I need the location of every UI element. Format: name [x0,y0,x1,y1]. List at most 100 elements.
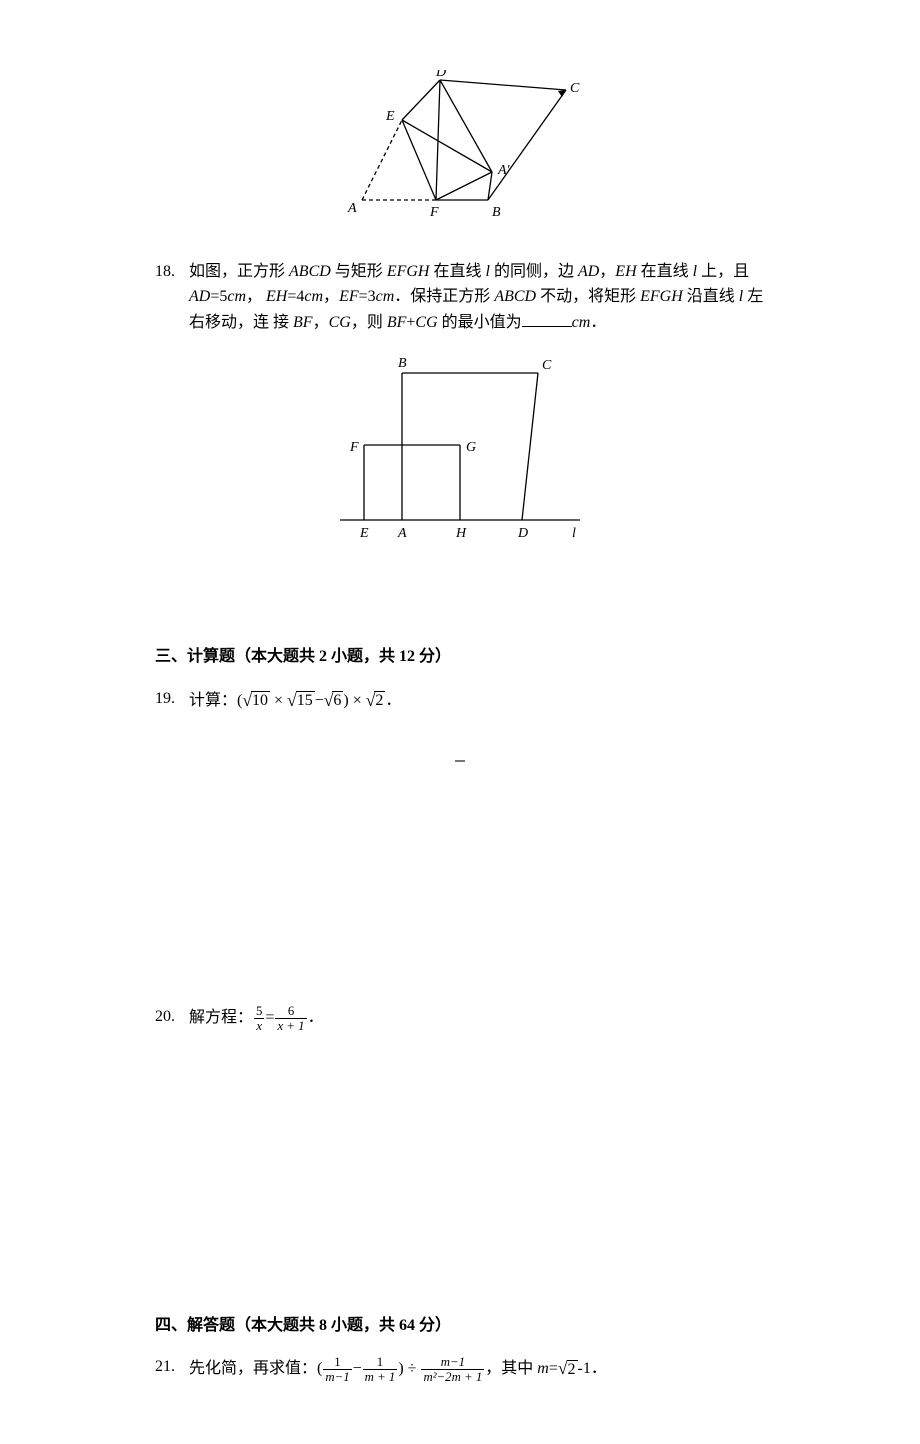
fig18-svg: EAHDFGBCl [320,345,600,545]
q18-t7: ．保持正方形 [394,288,494,305]
q18-c2: ， [246,288,262,305]
svg-text:D: D [435,70,446,80]
q18-t1: 如图，正方形 [189,263,289,280]
q19-sqrt10: √10 [242,686,270,714]
problem-19-body: 计算：(√10 × √15−√6) × √2． [189,686,765,714]
svg-text:l: l [572,526,576,541]
q18-eq4: =4 [287,288,304,305]
q18-cg: CG [329,314,351,331]
q18-eh: EH [615,263,636,280]
q21-minus: − [353,1361,362,1378]
q21-f1d: m−1 [323,1370,351,1384]
figure-18: EAHDFGBCl [155,345,765,554]
q20-label: 解方程： [189,1009,253,1026]
problem-21-body: 先化简，再求值：(1m−1−1m + 1) ÷ m−1m²−2m + 1，其中 … [189,1354,765,1384]
q18-blank [522,311,572,327]
q21-f3n: m−1 [421,1355,484,1370]
q19-r15: 15 [296,691,315,709]
problem-20-body: 解方程：5x=6x + 1． [189,1004,765,1033]
q19-sqrt15: √15 [287,686,315,714]
problem-20: 20. 解方程：5x=6x + 1． [155,1004,765,1033]
problem-21: 21. 先化简，再求值：(1m−1−1m + 1) ÷ m−1m²−2m + 1… [155,1354,765,1384]
q18-cg2: CG [415,314,437,331]
q18-eq5: =5 [210,288,227,305]
fig17-svg: A B C D E F A' [340,70,580,220]
problem-18-number: 18. [155,259,189,336]
q21-eq: = [549,1361,558,1378]
problem-18: 18. 如图，正方形 ABCD 与矩形 EFGH 在直线 l 的同侧，边 AD，… [155,259,765,336]
q21-lp: ( [317,1361,322,1378]
svg-text:F: F [429,205,439,220]
section-4-heading: 四、解答题（本大题共 8 小题，共 64 分） [155,1313,765,1339]
q18-c3: ， [323,288,339,305]
q18-abcd: ABCD [289,263,331,280]
svg-text:B: B [492,205,501,220]
svg-text:D: D [517,526,528,541]
svg-text:C: C [570,81,580,96]
q20-f2d: x + 1 [275,1019,306,1033]
q18-ad: AD [578,263,599,280]
q18-bf: BF [293,314,313,331]
q21-m: m [537,1361,549,1378]
q19-r2: 2 [374,691,385,709]
q18-efgh2: EFGH [640,288,683,305]
q21-frac3: m−1m²−2m + 1 [421,1355,484,1384]
q18-t8: 不动，将矩形 [536,288,640,305]
q21-sqrt2: √2 [558,1354,578,1382]
q19-r6: 6 [332,691,343,709]
section-3-heading: 三、计算题（本大题共 2 小题，共 12 分） [155,644,765,670]
q18-bf2: BF [387,314,407,331]
svg-text:A': A' [497,163,511,178]
problem-19-number: 19. [155,686,189,714]
svg-text:G: G [466,440,476,455]
q18-period: ． [590,314,606,331]
q19-minus: − [315,692,324,709]
svg-text:A: A [397,526,407,541]
q18-efgh: EFGH [387,263,430,280]
q18-t2: 与矩形 [331,263,387,280]
q19-times1: × [270,692,287,709]
q18-t5: 在直线 [637,263,693,280]
svg-text:A: A [347,201,357,216]
problem-19: 19. 计算：(√10 × √15−√6) × √2． [155,686,765,714]
q18-cm1: cm [227,288,246,305]
q21-div: ÷ [404,1361,421,1378]
q18-eq3: =3 [359,288,376,305]
q18-eh2: EH [266,288,287,305]
q19-sqrt6: √6 [324,686,344,714]
q18-t11: 接 [273,314,293,331]
q20-f1d: x [254,1019,264,1033]
q18-t3: 在直线 [429,263,485,280]
q20-f1n: 5 [254,1004,264,1019]
q18-c1: ， [599,263,615,280]
q21-f2d: m + 1 [363,1370,398,1384]
q20-f2n: 6 [275,1004,306,1019]
q19-times2: × [349,692,366,709]
q20-frac2: 6x + 1 [275,1004,306,1033]
q18-ad2: AD [189,288,210,305]
svg-text:B: B [398,356,407,371]
svg-text:E: E [385,109,395,124]
q18-t6: 上，且 [697,263,749,280]
q21-tail: -1． [578,1361,607,1378]
q21-f2n: 1 [363,1355,398,1370]
problem-20-number: 20. [155,1004,189,1033]
q20-eq: = [265,1009,274,1026]
page-break-marker [455,760,465,762]
svg-text:C: C [542,358,552,373]
q21-frac1: 1m−1 [323,1355,351,1384]
q20-end: ． [308,1009,324,1026]
svg-text:E: E [359,526,369,541]
q21-label: 先化简，再求值： [189,1361,317,1378]
problem-21-number: 21. [155,1354,189,1384]
q18-cm4: cm [572,314,591,331]
figure-17: A B C D E F A' [155,70,765,229]
q18-t12: ，则 [351,314,387,331]
svg-text:F: F [349,440,359,455]
q18-t4: 的同侧，边 [490,263,578,280]
q19-label: 计算： [189,692,237,709]
problem-18-body: 如图，正方形 ABCD 与矩形 EFGH 在直线 l 的同侧，边 AD，EH 在… [189,259,765,336]
q18-cm2: cm [304,288,323,305]
q21-frac2: 1m + 1 [363,1355,398,1384]
q18-t13: 的最小值为 [438,314,522,331]
